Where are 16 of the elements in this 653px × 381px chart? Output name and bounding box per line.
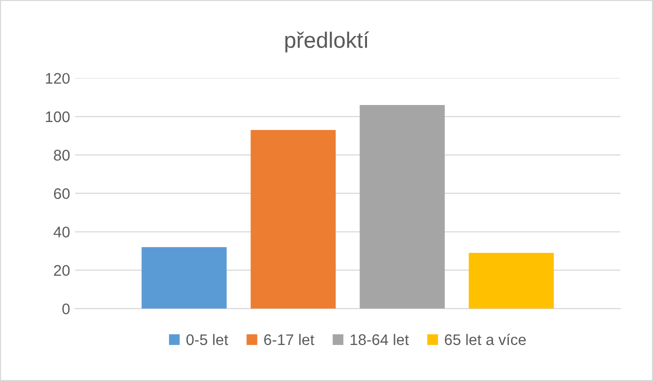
legend-label: 65 let a více: [444, 334, 526, 346]
y-tick-label: 0: [62, 303, 70, 314]
y-tick-label: 100: [46, 111, 70, 122]
bar: [142, 247, 227, 309]
y-tick-label: 60: [54, 188, 70, 200]
y-tick-label: 80: [54, 150, 70, 161]
bar: [360, 104, 445, 309]
legend-label: 6-17 let: [264, 334, 314, 346]
y-tick-label: 20: [54, 265, 70, 276]
legend-label: 0-5 let: [186, 334, 228, 346]
legend-label: 18-64 let: [350, 334, 409, 346]
bar: [250, 130, 336, 309]
chart-title: předloktí: [285, 31, 370, 52]
y-tick-label: 120: [46, 72, 70, 84]
bar: [468, 252, 554, 309]
y-tick-label: 40: [54, 226, 70, 238]
